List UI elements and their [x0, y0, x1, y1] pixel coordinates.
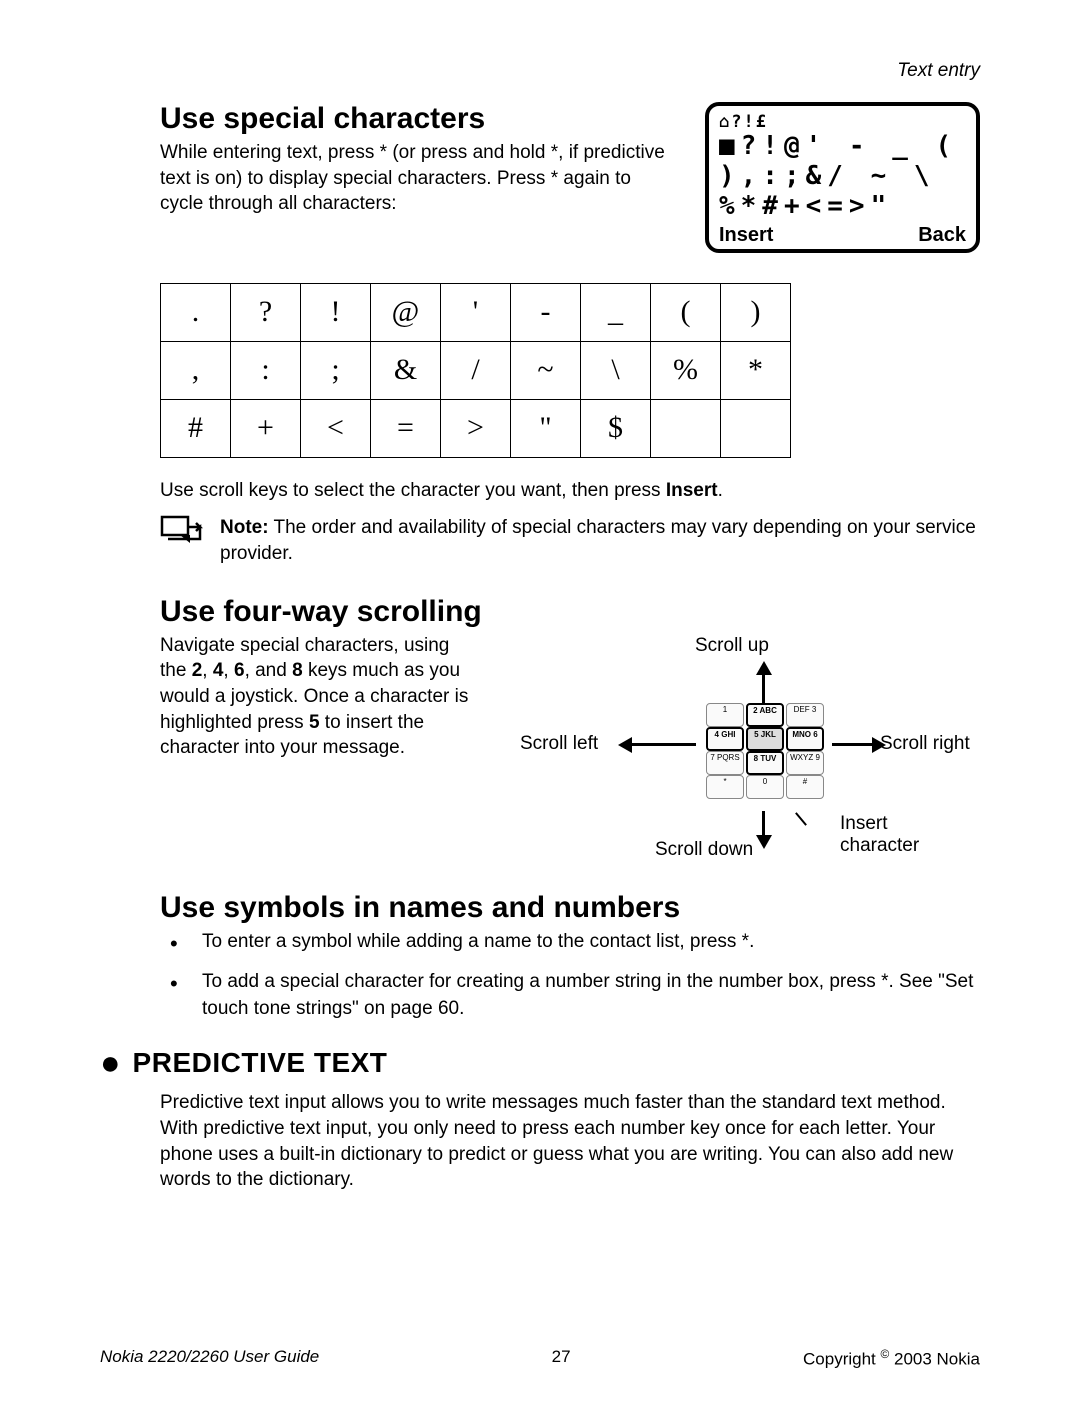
phone-line-2: ),:;&/ ~ \ — [719, 162, 966, 192]
char-cell: ! — [301, 283, 371, 341]
keypad-key: 5 JKL — [746, 727, 784, 751]
list-item: To enter a symbol while adding a name to… — [160, 929, 980, 956]
para-predictive: Predictive text input allows you to writ… — [160, 1090, 980, 1193]
keypad-key: # — [786, 775, 824, 799]
special-char-table: .?!@'-_(),:;&/~\%* #+<=>"$ — [160, 283, 791, 458]
page-footer: Nokia 2220/2260 User Guide 27 Copyright … — [100, 1347, 980, 1370]
keypad-key: 2 ABC — [746, 703, 784, 727]
char-cell: > — [441, 399, 511, 457]
char-cell: " — [511, 399, 581, 457]
char-cell: / — [441, 341, 511, 399]
footer-guide-name: Nokia 2220/2260 User Guide — [100, 1347, 319, 1370]
para-special-chars: While entering text, press * (or press a… — [160, 140, 675, 217]
heading-four-way: Use four-way scrolling — [160, 595, 980, 629]
keypad-key: WXYZ 9 — [786, 751, 824, 775]
page-section-label: Text entry — [100, 60, 980, 82]
char-cell: - — [511, 283, 581, 341]
char-cell: ( — [651, 283, 721, 341]
keypad-key: 8 TUV — [746, 751, 784, 775]
phone-softkey-right: Back — [918, 224, 966, 247]
char-cell — [651, 399, 721, 457]
keypad-key: MNO 6 — [786, 727, 824, 751]
char-cell: & — [371, 341, 441, 399]
keypad-graphic: 12 ABCDEF 3 4 GHI5 JKLMNO 6 7 PQRS8 TUVWXY… — [700, 703, 830, 811]
heading-predictive: PREDICTIVE TEXT — [133, 1047, 388, 1079]
keypad-key: 4 GHI — [706, 727, 744, 751]
keypad-key: * — [706, 775, 744, 799]
para-four-way: Navigate special characters, using the 2… — [160, 633, 470, 863]
phone-softkey-left: Insert — [719, 224, 773, 247]
major-bullet-icon: ● — [100, 1046, 121, 1080]
keypad-key: 7 PQRS — [706, 751, 744, 775]
char-cell: ~ — [511, 341, 581, 399]
char-cell: < — [301, 399, 371, 457]
label-scroll-down: Scroll down — [655, 839, 753, 861]
note-text: Note: The order and availability of spec… — [220, 515, 980, 566]
heading-special-chars: Use special characters — [160, 102, 675, 136]
label-scroll-up: Scroll up — [695, 635, 769, 657]
char-cell: ; — [301, 341, 371, 399]
char-cell — [721, 399, 791, 457]
char-cell: + — [231, 399, 301, 457]
char-cell: : — [231, 341, 301, 399]
heading-symbols-names: Use symbols in names and numbers — [160, 891, 980, 925]
note-icon — [160, 515, 204, 547]
phone-line-small: ⌂?!£ — [719, 112, 966, 132]
char-cell: ? — [231, 283, 301, 341]
keypad-key: 1 — [706, 703, 744, 727]
char-cell: @ — [371, 283, 441, 341]
phone-line-1: ■?!@' - _ ( — [719, 132, 966, 162]
char-cell: , — [161, 341, 231, 399]
label-insert-char: Insert character — [840, 813, 940, 859]
label-scroll-left: Scroll left — [520, 733, 598, 755]
char-cell: ' — [441, 283, 511, 341]
keypad-key: 0 — [746, 775, 784, 799]
char-cell: ) — [721, 283, 791, 341]
list-item: To add a special character for creating … — [160, 969, 980, 1022]
char-cell: . — [161, 283, 231, 341]
para-after-table: Use scroll keys to select the character … — [160, 478, 980, 504]
char-cell: % — [651, 341, 721, 399]
bullet-list-symbols: To enter a symbol while adding a name to… — [160, 929, 980, 1023]
char-cell: = — [371, 399, 441, 457]
char-cell: * — [721, 341, 791, 399]
footer-page-number: 27 — [552, 1347, 571, 1370]
scroll-diagram: Scroll up Scroll left Scroll right Scrol… — [500, 633, 980, 863]
char-cell: \ — [581, 341, 651, 399]
keypad-key: DEF 3 — [786, 703, 824, 727]
label-scroll-right: Scroll right — [880, 733, 970, 755]
char-cell: $ — [581, 399, 651, 457]
phone-line-3: %*#+<=>" — [719, 192, 966, 222]
footer-copyright: Copyright © 2003 Nokia — [803, 1347, 980, 1370]
char-cell: # — [161, 399, 231, 457]
phone-screen-mock: ⌂?!£ ■?!@' - _ ( ),:;&/ ~ \ %*#+<=>" Ins… — [705, 102, 980, 253]
char-cell: _ — [581, 283, 651, 341]
